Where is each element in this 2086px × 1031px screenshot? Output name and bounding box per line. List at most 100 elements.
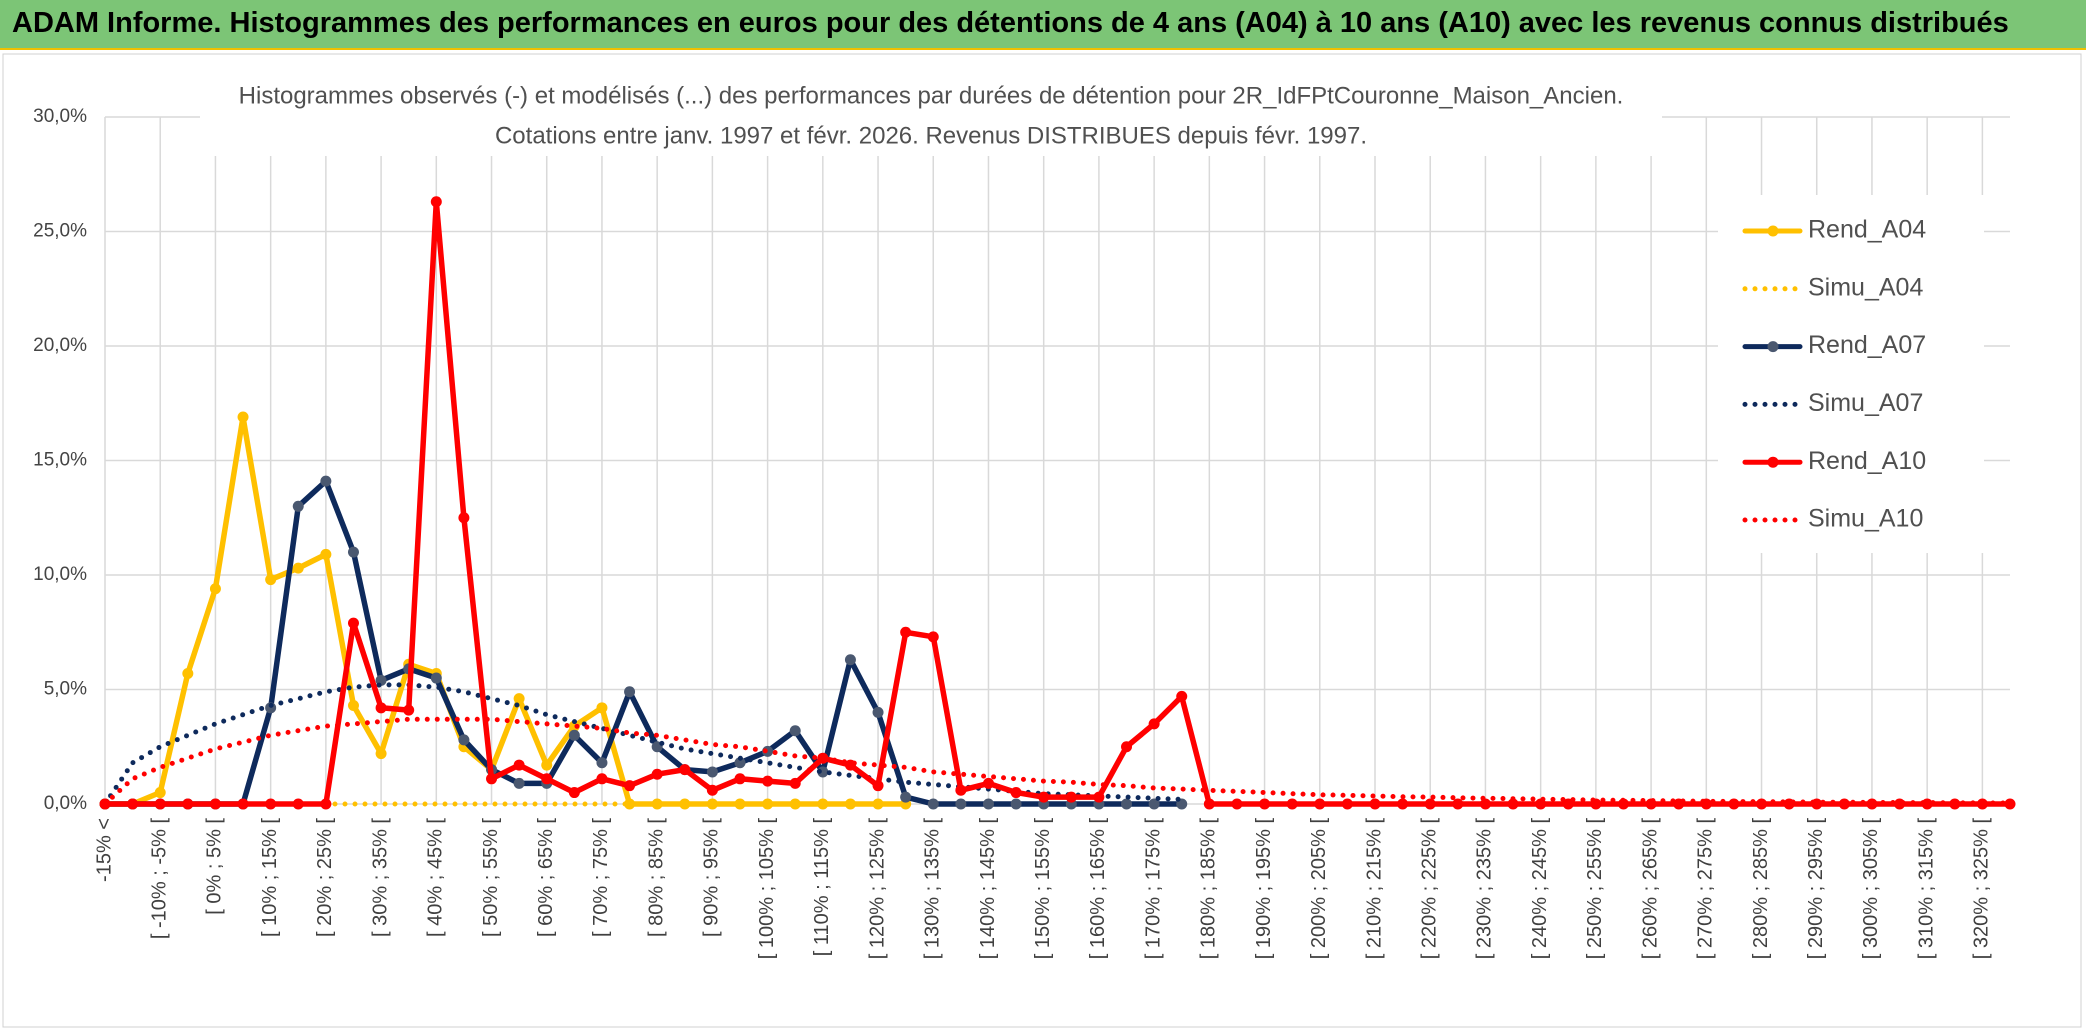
marker bbox=[1894, 798, 1906, 810]
marker bbox=[1148, 718, 1160, 730]
marker bbox=[734, 757, 746, 769]
marker bbox=[265, 798, 277, 810]
marker bbox=[982, 798, 994, 810]
x-tick-label: [ 270% ; 275% [ bbox=[1695, 818, 1717, 960]
marker bbox=[541, 773, 553, 785]
marker bbox=[1397, 798, 1409, 810]
marker bbox=[568, 787, 580, 799]
marker bbox=[706, 766, 718, 778]
marker bbox=[1645, 798, 1657, 810]
x-tick-label: [ 130% ; 135% [ bbox=[922, 818, 944, 960]
legend-marker bbox=[1767, 341, 1779, 353]
marker bbox=[624, 686, 636, 698]
marker bbox=[1562, 798, 1574, 810]
marker bbox=[1010, 787, 1022, 799]
x-tick-label: [ 310% ; 315% [ bbox=[1915, 818, 1937, 960]
marker bbox=[1038, 791, 1050, 803]
marker bbox=[706, 784, 718, 796]
x-tick-label: [ 260% ; 265% [ bbox=[1639, 818, 1661, 960]
marker bbox=[734, 773, 746, 785]
marker bbox=[1065, 791, 1077, 803]
marker bbox=[844, 654, 856, 666]
marker bbox=[872, 780, 884, 792]
marker bbox=[375, 748, 387, 760]
marker bbox=[1259, 798, 1271, 810]
marker bbox=[1673, 798, 1685, 810]
marker bbox=[237, 411, 249, 423]
marker bbox=[292, 500, 304, 512]
marker bbox=[182, 667, 194, 679]
marker bbox=[872, 706, 884, 718]
x-tick-label: [ 60% ; 65% [ bbox=[535, 818, 557, 937]
marker bbox=[347, 700, 359, 712]
marker bbox=[1617, 798, 1629, 810]
marker bbox=[1700, 798, 1712, 810]
marker bbox=[1783, 798, 1795, 810]
x-tick-label: [ 40% ; 45% [ bbox=[425, 818, 447, 937]
marker bbox=[1424, 798, 1436, 810]
marker bbox=[127, 798, 139, 810]
marker bbox=[900, 626, 912, 638]
marker bbox=[706, 798, 718, 810]
x-tick-label: [ 110% ; 115% [ bbox=[811, 818, 833, 957]
marker bbox=[541, 759, 553, 771]
marker bbox=[2004, 798, 2016, 810]
title-box bbox=[200, 80, 1662, 156]
line bbox=[102, 198, 2013, 807]
marker bbox=[1479, 798, 1491, 810]
x-tick-label: [ 230% ; 235% [ bbox=[1474, 818, 1496, 960]
marker bbox=[430, 196, 442, 208]
marker bbox=[1121, 741, 1133, 753]
marker bbox=[458, 512, 470, 524]
marker bbox=[403, 704, 415, 716]
legend-box bbox=[1718, 195, 1984, 553]
marker bbox=[596, 773, 608, 785]
marker bbox=[927, 631, 939, 643]
header: ADAM Informe. Histogrammes des performan… bbox=[0, 0, 2086, 50]
legend-marker bbox=[1767, 456, 1779, 468]
x-tick-label: [ 0% ; 5% [ bbox=[204, 818, 226, 915]
marker bbox=[624, 780, 636, 792]
chart-title: Histogrammes observés (-) et modélisés (… bbox=[239, 82, 1624, 109]
marker bbox=[568, 729, 580, 741]
y-tick-label: 20,0% bbox=[33, 335, 87, 356]
marker bbox=[789, 777, 801, 789]
marker bbox=[1921, 798, 1933, 810]
marker bbox=[927, 798, 939, 810]
marker bbox=[1728, 798, 1740, 810]
marker bbox=[624, 798, 636, 810]
legend-label: Rend_A04 bbox=[1808, 216, 1926, 244]
marker bbox=[1507, 798, 1519, 810]
marker bbox=[955, 784, 967, 796]
x-tick-label: [ 280% ; 285% [ bbox=[1750, 818, 1772, 960]
x-tick-label: [ 320% ; 325% [ bbox=[1971, 818, 1993, 960]
dotted-line bbox=[102, 682, 1185, 807]
x-tick-label: [ 300% ; 305% [ bbox=[1860, 818, 1882, 960]
marker bbox=[1369, 798, 1381, 810]
marker bbox=[1121, 798, 1133, 810]
marker bbox=[292, 562, 304, 574]
marker bbox=[568, 720, 580, 732]
marker bbox=[486, 773, 498, 785]
y-tick-label: 10,0% bbox=[33, 564, 87, 585]
marker bbox=[762, 775, 774, 787]
marker bbox=[265, 574, 277, 586]
y-tick-label: 25,0% bbox=[33, 221, 87, 242]
marker bbox=[99, 798, 111, 810]
marker bbox=[430, 672, 442, 684]
marker bbox=[1176, 690, 1188, 702]
x-tick-label: [ 100% ; 105% [ bbox=[756, 818, 778, 960]
y-tick-label: 15,0% bbox=[33, 450, 87, 471]
legend-label: Simu_A10 bbox=[1808, 505, 1923, 533]
marker bbox=[1452, 798, 1464, 810]
marker bbox=[762, 798, 774, 810]
marker bbox=[1010, 798, 1022, 810]
marker bbox=[513, 759, 525, 771]
marker bbox=[1838, 798, 1850, 810]
marker bbox=[1535, 798, 1547, 810]
line bbox=[102, 478, 1185, 807]
legend-label: Rend_A07 bbox=[1808, 331, 1926, 359]
x-tick-label: [ 90% ; 95% [ bbox=[701, 818, 723, 937]
marker bbox=[900, 791, 912, 803]
